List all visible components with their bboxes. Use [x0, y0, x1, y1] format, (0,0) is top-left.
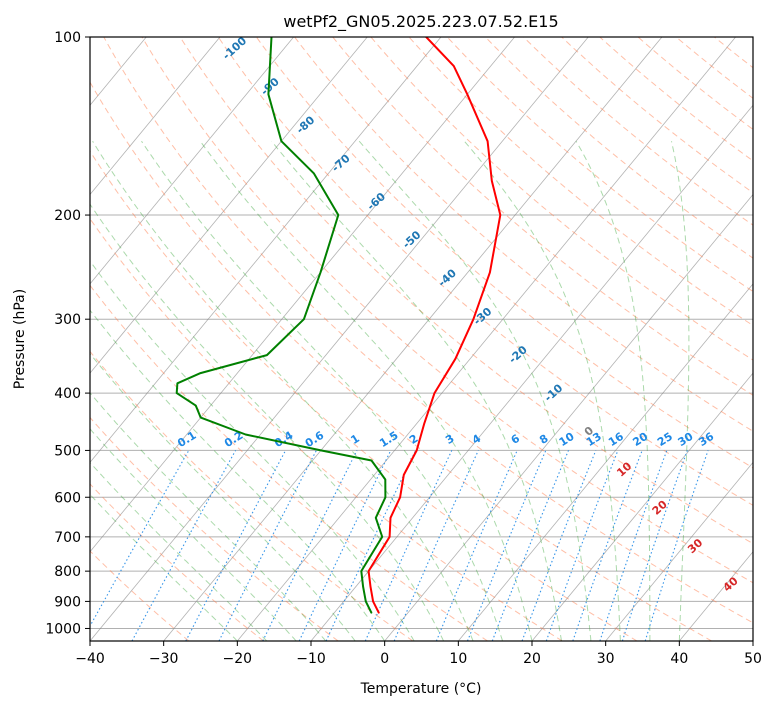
- dry-adiabat-line: [332, 37, 753, 396]
- mixing-ratio-line: [621, 450, 688, 641]
- y-tick-label: 100: [54, 30, 81, 46]
- dry-adiabat-line: [90, 483, 264, 641]
- mixing-ratio-line: [262, 450, 358, 641]
- dry-adiabat-line: [90, 150, 638, 641]
- x-tick-label: 50: [744, 651, 762, 667]
- series-lines: [175, 37, 502, 614]
- x-tick-label: 20: [523, 651, 541, 667]
- x-tick-label: 10: [449, 651, 467, 667]
- y-tick-label: 800: [54, 564, 81, 580]
- x-tick-label: −30: [149, 651, 179, 667]
- mixing-ratio-line: [644, 450, 709, 641]
- dry-adiabat-line: [90, 416, 339, 641]
- isotherm-line: [90, 37, 589, 641]
- moist-adiabat-line: [358, 140, 592, 641]
- mixing-ratio-line: [364, 450, 453, 641]
- mixing-ratio-line: [599, 450, 668, 641]
- dry-adiabat-line: [103, 37, 753, 624]
- dry-adiabat-line: [217, 37, 753, 506]
- dewpoint-profile-line: [175, 37, 387, 614]
- mixing-ratio-line: [325, 450, 417, 641]
- moist-adiabat-line: [90, 352, 356, 641]
- x-axis-label: Temperature (°C): [360, 681, 482, 697]
- moist-adiabat-line: [90, 461, 268, 641]
- dry-adiabat-line: [90, 81, 712, 641]
- moist-adiabat-line: [90, 428, 297, 641]
- moist-adiabat-line: [671, 141, 690, 641]
- isotherm-line: [163, 37, 663, 641]
- dry-adiabat-line: [485, 37, 753, 259]
- moist-adiabat-line: [575, 140, 651, 641]
- dry-adiabat-line: [446, 37, 753, 293]
- dry-adiabat-line: [90, 217, 563, 641]
- mixing-ratio-line: [90, 450, 190, 628]
- moist-adiabat-line: [90, 203, 445, 641]
- plot-frame: [89, 36, 754, 642]
- moist-adiabat-line: [90, 260, 415, 641]
- plot-area: [90, 37, 753, 641]
- dry-adiabat-line: [294, 37, 753, 432]
- x-axis: −40 −30 −20 −10 0 10 20 30 40 50: [75, 641, 762, 667]
- x-tick-label: 0: [380, 651, 389, 667]
- isotherm-line: [90, 37, 221, 196]
- x-tick-label: −10: [296, 651, 326, 667]
- isotherm-line: [605, 461, 753, 641]
- y-axis-label: Pressure (hPa): [12, 289, 28, 389]
- mixing-ratio-line: [131, 450, 237, 641]
- y-tick-label: 700: [54, 530, 81, 546]
- moist-adiabat-line: [90, 309, 386, 641]
- mixing-ratio-line: [572, 450, 643, 641]
- moist-adiabat-line: [271, 140, 562, 641]
- x-tick-label: 40: [670, 651, 688, 667]
- moist-adiabat-line: [90, 392, 327, 641]
- y-tick-label: 500: [54, 443, 81, 459]
- dry-adiabat-line: [752, 37, 753, 39]
- y-tick-label: 600: [54, 490, 81, 506]
- isotherm-line: [90, 37, 442, 464]
- isotherm-line: [237, 37, 736, 641]
- y-tick-label: 900: [54, 594, 81, 610]
- y-tick-label: 200: [54, 208, 81, 224]
- x-tick-label: −40: [75, 651, 105, 667]
- isotherm-line: [752, 640, 753, 641]
- dry-adiabat-line: [90, 284, 488, 641]
- temperature-profile-line: [367, 37, 502, 614]
- y-tick-label: 300: [54, 312, 81, 328]
- x-tick-label: 30: [597, 651, 615, 667]
- isotherm-line: [90, 37, 368, 374]
- moist-adiabat-line: [141, 140, 503, 641]
- mixing-ratio-line: [545, 450, 619, 641]
- y-axis: 100 200 300 400 500 600 700 800 900 1000: [45, 30, 90, 637]
- mixing-ratio-line: [435, 450, 518, 641]
- y-tick-label: 1000: [45, 621, 81, 637]
- isotherm-line: [90, 37, 294, 285]
- isotherm-line: [310, 104, 753, 641]
- dry-adiabat-line: [370, 37, 753, 361]
- dry-adiabat-line: [408, 37, 753, 327]
- background-lines: [0, 37, 753, 641]
- chart-title: wetPf2_GN05.2025.223.07.52.E15: [283, 12, 558, 32]
- isotherm-line: [458, 283, 753, 641]
- moist-adiabat-line: [92, 140, 474, 641]
- moist-adiabat-line: [464, 140, 621, 641]
- isotherm-line: [0, 37, 73, 641]
- y-tick-label: 400: [54, 386, 81, 402]
- isotherm-line: [90, 37, 515, 553]
- mixing-ratio-line: [298, 450, 392, 641]
- dry-adiabat-line: [141, 37, 753, 584]
- moist-adiabat-line: [199, 140, 533, 641]
- isotherm-line: [531, 372, 753, 641]
- moist-adiabat-line: [90, 493, 238, 641]
- mixing-ratio-line: [393, 450, 479, 641]
- dry-adiabat-line: [179, 37, 753, 545]
- x-tick-label: −20: [223, 651, 253, 667]
- isotherm-line: [384, 193, 753, 641]
